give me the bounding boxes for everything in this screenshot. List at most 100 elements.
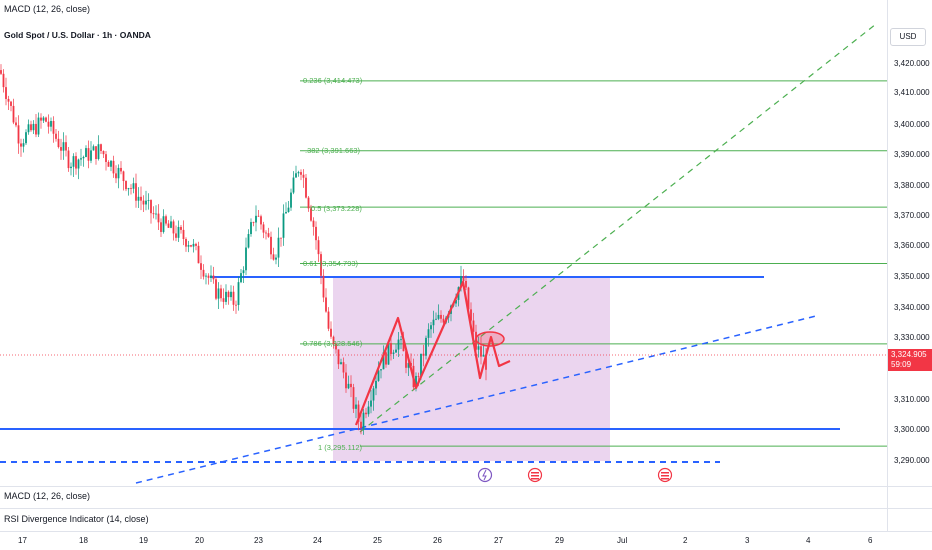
candle-body: [242, 270, 245, 274]
candle-body: [177, 226, 180, 238]
currency-button[interactable]: USD: [890, 28, 926, 46]
time-tick: 24: [313, 536, 322, 545]
candle-body: [32, 123, 35, 131]
candle-body: [395, 349, 397, 353]
candle-body: [310, 208, 312, 221]
candle-body: [252, 222, 255, 223]
candle-body: [482, 354, 485, 357]
candle-body: [400, 339, 402, 341]
candle-body: [292, 177, 295, 193]
candle-body: [285, 212, 287, 214]
candle-body: [192, 243, 195, 247]
candle-body: [402, 339, 405, 352]
pane-separator[interactable]: [0, 508, 932, 509]
candle-body: [200, 263, 202, 270]
macd-pane-label[interactable]: MACD (12, 26, close): [4, 491, 91, 501]
candle-body: [45, 117, 47, 122]
candle-body: [302, 174, 305, 178]
candle-body: [440, 314, 442, 319]
candle-body: [435, 318, 437, 320]
candle-body: [305, 177, 307, 198]
candle-body: [95, 146, 97, 159]
candle-body: [430, 325, 432, 330]
candle-body: [0, 70, 2, 74]
us-flag-event-icon-1: [527, 467, 543, 483]
candle-body: [160, 222, 162, 232]
candle-body: [197, 245, 200, 264]
candle-body: [362, 412, 365, 429]
candle-body: [180, 226, 182, 230]
candle-body: [462, 276, 465, 281]
time-tick: 20: [195, 536, 204, 545]
candle-body: [307, 197, 310, 209]
candle-body: [67, 150, 70, 169]
fib-label: 0.786 (3,328.546): [303, 339, 363, 348]
candle-body: [215, 279, 217, 299]
candle-body: [75, 156, 77, 169]
candle-body: [135, 183, 137, 201]
rsi-pane-label[interactable]: RSI Divergence Indicator (14, close): [4, 514, 149, 524]
candle-body: [385, 352, 387, 365]
candle-body: [122, 171, 125, 182]
candle-body: [5, 87, 7, 99]
candle-body: [365, 412, 367, 415]
price-tick: 3,350.000: [894, 272, 930, 281]
candle-body: [210, 275, 212, 278]
time-tick: 23: [254, 536, 263, 545]
countdown-timer: 59:09: [891, 360, 912, 369]
candle-body: [82, 156, 85, 159]
pane-separator[interactable]: [0, 486, 932, 487]
candle-body: [110, 160, 112, 167]
candle-body: [225, 291, 227, 302]
candle-body: [325, 297, 327, 312]
candle-body: [47, 121, 50, 127]
candle-body: [372, 388, 375, 401]
candle-body: [337, 349, 340, 365]
candle-body: [2, 73, 5, 88]
candle-body: [112, 160, 115, 174]
candle-body: [117, 167, 120, 179]
candle-body: [20, 143, 22, 147]
price-tick: 3,420.000: [894, 59, 930, 68]
price-tick: 3,390.000: [894, 150, 930, 159]
candle-body: [10, 101, 12, 106]
candle-body: [125, 181, 127, 190]
candle-body: [287, 207, 290, 213]
candle-body: [217, 288, 220, 299]
candle-body: [437, 314, 440, 319]
candle-body: [390, 343, 392, 354]
candle-body: [415, 375, 417, 388]
time-tick: 19: [139, 536, 148, 545]
candle-body: [417, 375, 420, 377]
time-tick: 29: [555, 536, 564, 545]
candle-body: [132, 183, 135, 189]
candle-body: [17, 125, 20, 144]
candle-body: [257, 215, 260, 217]
candle-body: [267, 233, 270, 237]
candle-body: [472, 320, 475, 332]
candle-body: [265, 232, 267, 234]
candle-body: [460, 276, 462, 288]
candle-body: [455, 299, 457, 304]
target-zone-box: [333, 278, 610, 461]
candle-body: [277, 237, 280, 258]
candle-body: [427, 329, 430, 338]
price-tick: 3,370.000: [894, 211, 930, 220]
candle-body: [275, 257, 277, 260]
price-tick: 3,300.000: [894, 425, 930, 434]
candle-body: [232, 291, 235, 305]
candle-body: [137, 196, 140, 201]
candle-body: [77, 159, 80, 169]
price-axis-separator: [887, 0, 888, 532]
candle-body: [397, 339, 400, 350]
candle-body: [282, 213, 285, 238]
symbol-title[interactable]: Gold Spot / U.S. Dollar · 1h · OANDA: [4, 30, 151, 40]
dashed-trendline: [135, 315, 817, 484]
candle-body: [392, 352, 395, 354]
candle-body: [115, 173, 117, 179]
candle-body: [350, 383, 352, 388]
fib-label: .382 (3,391.663): [305, 146, 361, 155]
top-indicator-label[interactable]: MACD (12, 26, close): [4, 4, 91, 14]
candle-body: [255, 215, 257, 223]
